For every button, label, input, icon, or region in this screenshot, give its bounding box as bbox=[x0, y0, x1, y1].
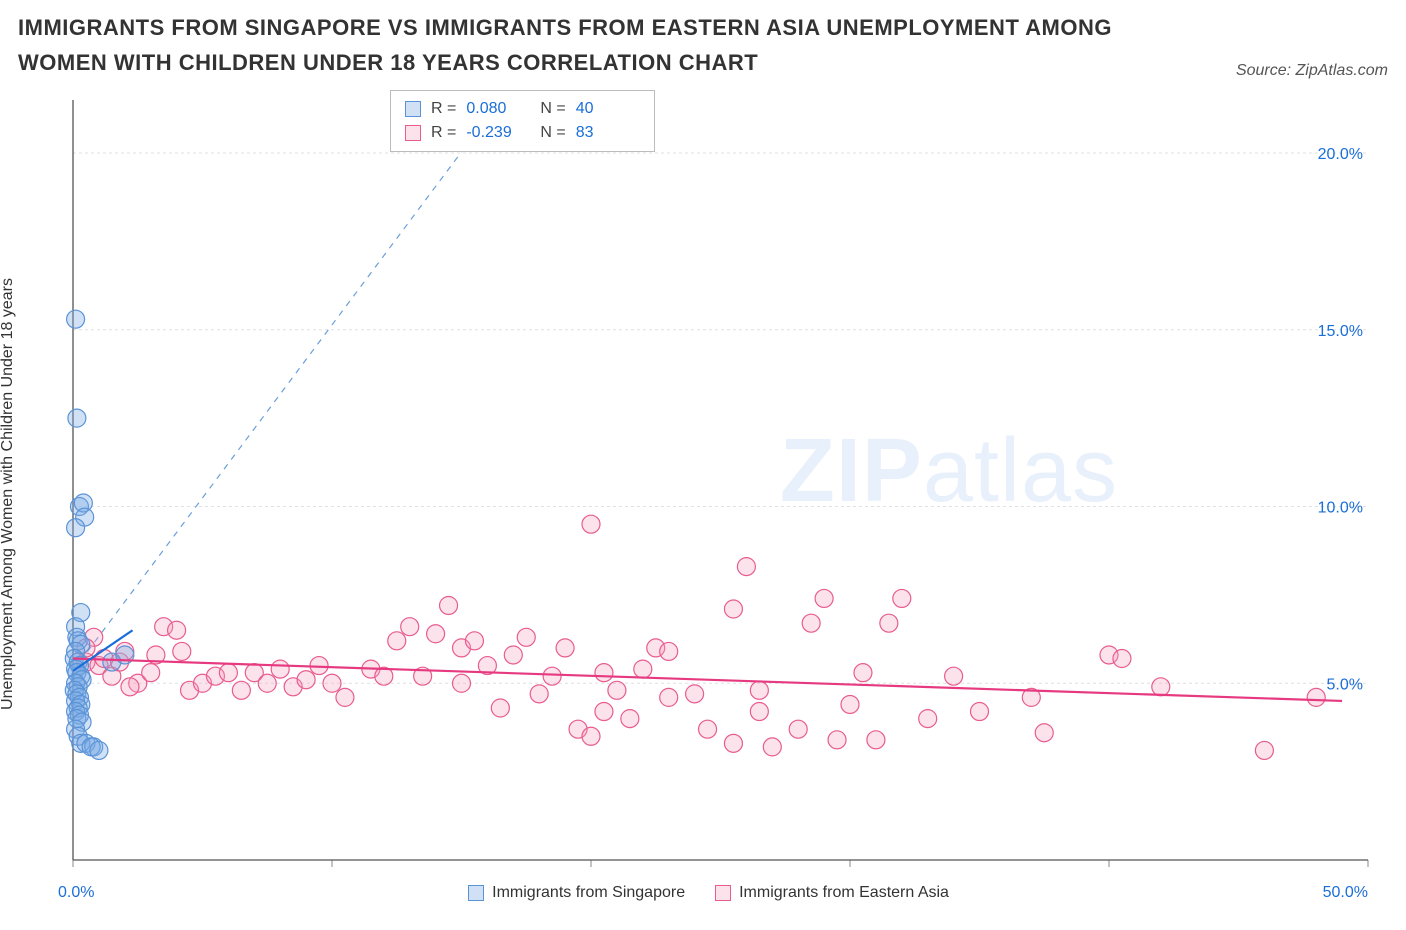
chart-source: Source: ZipAtlas.com bbox=[1236, 62, 1388, 80]
chart-title: IMMIGRANTS FROM SINGAPORE VS IMMIGRANTS … bbox=[18, 10, 1118, 80]
swatch-series2-icon bbox=[715, 885, 731, 901]
n-label: N = bbox=[540, 100, 565, 118]
legend-series1-label: Immigrants from Singapore bbox=[492, 884, 685, 902]
scatter-chart: 5.0% 10.0% 15.0% 20.0% bbox=[18, 90, 1388, 880]
series2-n-value: 83 bbox=[576, 124, 640, 142]
source-name: ZipAtlas.com bbox=[1296, 62, 1388, 79]
series2-r-value: -0.239 bbox=[466, 124, 530, 142]
y-axis-label: Unemployment Among Women with Children U… bbox=[0, 278, 17, 710]
x-axis-max-label: 50.0% bbox=[1323, 884, 1368, 902]
series1-n-value: 40 bbox=[576, 100, 640, 118]
swatch-series2-icon bbox=[405, 125, 421, 141]
svg-text:10.0%: 10.0% bbox=[1318, 500, 1363, 517]
swatch-series1-icon bbox=[405, 101, 421, 117]
source-prefix: Source: bbox=[1236, 62, 1296, 79]
swatch-series1-icon bbox=[468, 885, 484, 901]
svg-text:15.0%: 15.0% bbox=[1318, 323, 1363, 340]
chart-container: Unemployment Among Women with Children U… bbox=[18, 90, 1388, 880]
svg-text:5.0%: 5.0% bbox=[1327, 677, 1363, 694]
n-label: N = bbox=[540, 124, 565, 142]
stats-row-series2: R = -0.239 N = 83 bbox=[405, 121, 640, 145]
legend-series2-label: Immigrants from Eastern Asia bbox=[739, 884, 949, 902]
series1-r-value: 0.080 bbox=[466, 100, 530, 118]
r-label: R = bbox=[431, 124, 456, 142]
r-label: R = bbox=[431, 100, 456, 118]
x-axis-min-label: 0.0% bbox=[58, 884, 94, 902]
svg-text:20.0%: 20.0% bbox=[1318, 146, 1363, 163]
legend-center: Immigrants from Singapore Immigrants fro… bbox=[468, 884, 949, 902]
legend-item-series1: Immigrants from Singapore bbox=[468, 884, 685, 902]
stats-row-series1: R = 0.080 N = 40 bbox=[405, 97, 640, 121]
bottom-legend: 0.0% Immigrants from Singapore Immigrant… bbox=[18, 884, 1388, 902]
legend-item-series2: Immigrants from Eastern Asia bbox=[715, 884, 949, 902]
stats-legend-box: R = 0.080 N = 40 R = -0.239 N = 83 bbox=[390, 90, 655, 152]
